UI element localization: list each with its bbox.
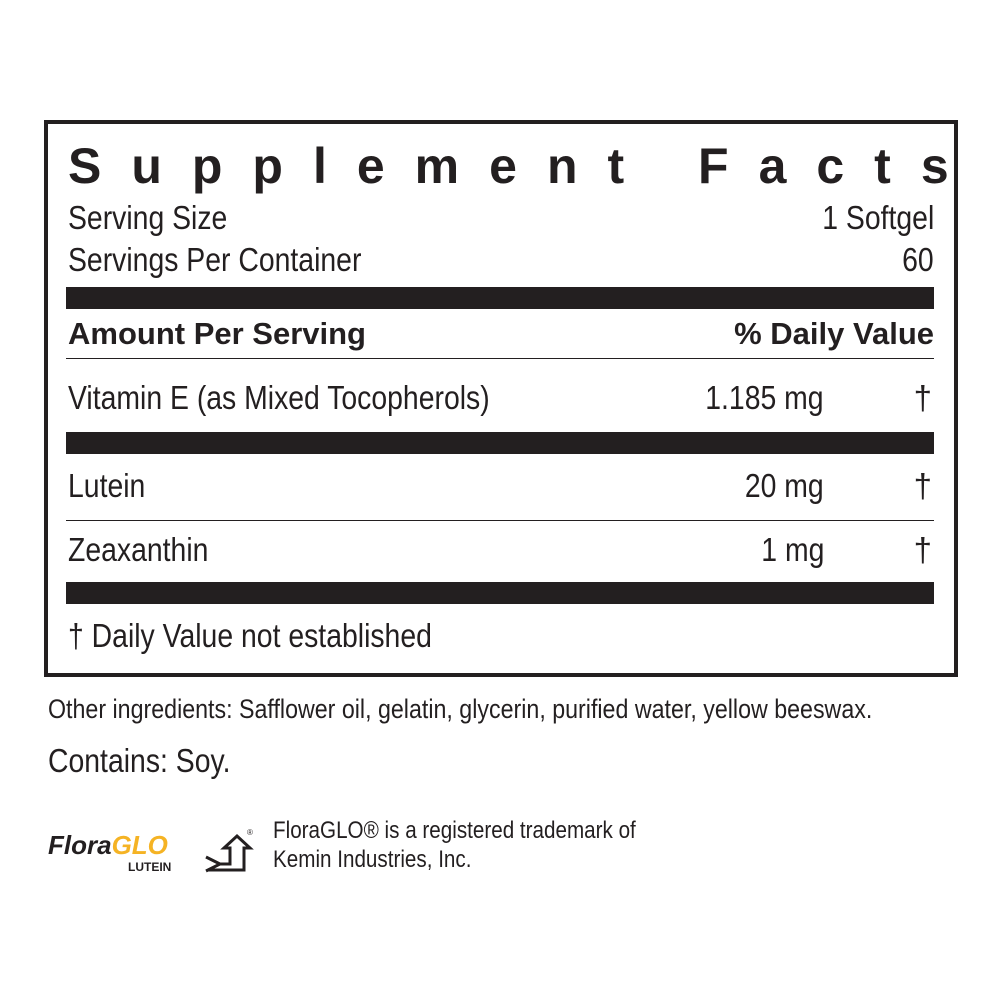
- divider-bar: [66, 582, 934, 604]
- divider-line: [66, 520, 934, 521]
- nutrient-row: Lutein 20 mg †: [68, 466, 934, 506]
- panel-title: Supplement Facts: [68, 138, 979, 194]
- nutrient-name: Lutein: [68, 467, 146, 504]
- divider-line: [66, 358, 934, 359]
- servings-label: Servings Per Container: [68, 241, 362, 278]
- other-ingredients: Other ingredients: Safflower oil, gelati…: [48, 694, 873, 724]
- trademark-notice: FloraGLO® is a registered trademark of K…: [273, 817, 636, 873]
- serving-size-row: Serving Size 1 Softgel: [68, 198, 934, 238]
- header-row: Amount Per Serving % Daily Value: [68, 314, 934, 354]
- servings-per-container-row: Servings Per Container 60: [68, 240, 934, 280]
- serving-size-value: 1 Softgel: [821, 199, 934, 236]
- nutrient-amount: 1 mg: [760, 531, 824, 568]
- svg-text:®: ®: [247, 828, 253, 837]
- nutrient-name: Vitamin E (as Mixed Tocopherols): [68, 379, 490, 416]
- allergen-statement: Contains: Soy.: [48, 742, 231, 779]
- nutrient-row: Vitamin E (as Mixed Tocopherols) 1.185 m…: [68, 378, 934, 418]
- nutrient-row: Zeaxanthin 1 mg †: [68, 530, 934, 570]
- svg-text:FloraGLO: FloraGLO: [48, 830, 168, 860]
- daily-value-header: % Daily Value: [734, 316, 934, 351]
- floraglo-lutein-logo: FloraGLO LUTEIN ®: [48, 828, 254, 874]
- divider-bar: [66, 432, 934, 454]
- servings-value: 60: [902, 241, 934, 278]
- nutrient-amount: 20 mg: [745, 467, 824, 504]
- nutrient-amount: 1.185 mg: [705, 379, 824, 416]
- nutrient-dv: †: [913, 467, 932, 504]
- amount-header: Amount Per Serving: [68, 316, 366, 351]
- footnote: † Daily Value not established: [68, 617, 432, 654]
- supplement-facts-panel: Supplement Facts Serving Size 1 Softgel …: [44, 120, 958, 677]
- serving-size-label: Serving Size: [68, 199, 228, 236]
- divider-bar: [66, 287, 934, 309]
- nutrient-dv: †: [913, 531, 932, 568]
- svg-text:LUTEIN: LUTEIN: [128, 860, 171, 874]
- nutrient-name: Zeaxanthin: [68, 531, 209, 568]
- footnote-row: † Daily Value not established: [68, 616, 934, 656]
- nutrient-dv: †: [913, 379, 932, 416]
